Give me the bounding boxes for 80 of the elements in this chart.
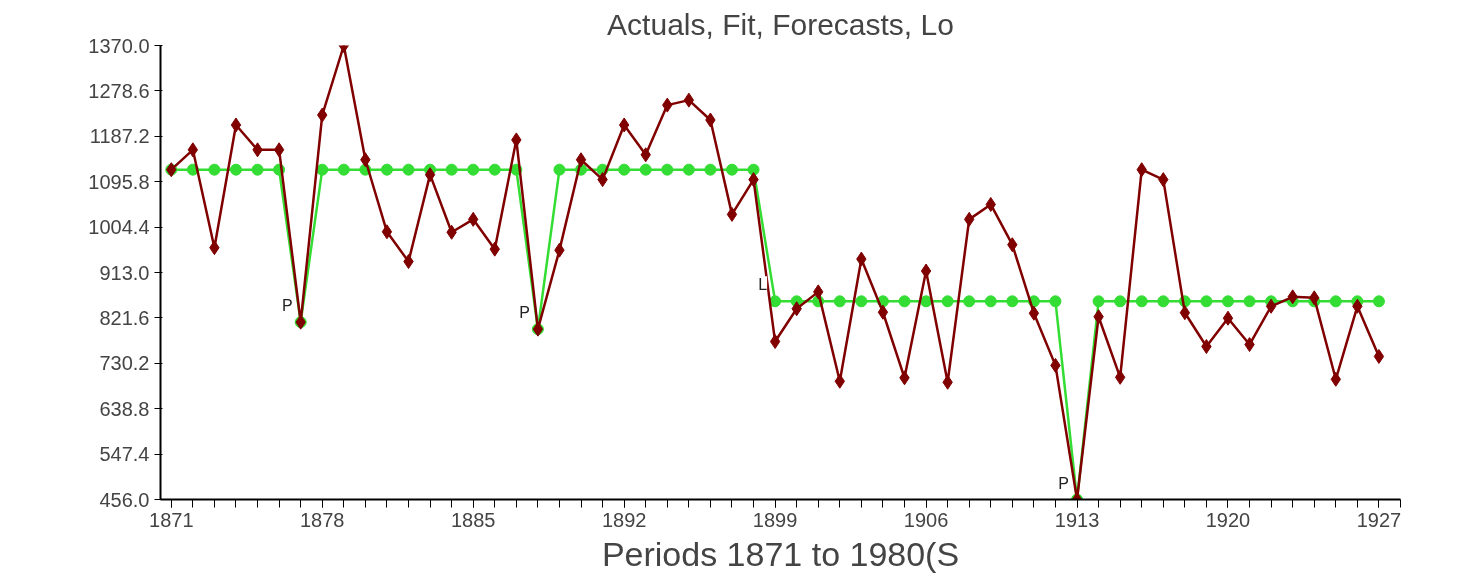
point xyxy=(1373,348,1385,364)
annotation: L xyxy=(758,276,768,294)
y-tick-label: 456.0 xyxy=(99,488,150,511)
point xyxy=(833,295,846,308)
point xyxy=(683,92,695,108)
point xyxy=(445,163,458,176)
point xyxy=(769,295,782,308)
point xyxy=(1179,305,1191,321)
point xyxy=(208,163,221,176)
point xyxy=(1222,310,1234,326)
point xyxy=(316,163,329,176)
y-tick-label: 913.0 xyxy=(99,261,150,284)
point xyxy=(639,163,652,176)
point xyxy=(467,163,480,176)
point xyxy=(1265,298,1277,314)
y-tick-label: 547.4 xyxy=(99,443,150,466)
point xyxy=(747,163,760,176)
x-tick-label: 1920 xyxy=(1205,508,1251,531)
point xyxy=(553,163,566,176)
point xyxy=(251,163,264,176)
point xyxy=(920,263,932,279)
x-tick-label: 1927 xyxy=(1356,508,1402,531)
point xyxy=(682,163,695,176)
x-tick-label: 1878 xyxy=(299,508,345,531)
point xyxy=(1200,295,1213,308)
point xyxy=(380,163,393,176)
point xyxy=(618,163,631,176)
point xyxy=(704,163,717,176)
point xyxy=(877,304,889,320)
x-tick-label: 1913 xyxy=(1054,508,1100,531)
point xyxy=(1135,295,1148,308)
point xyxy=(1006,295,1019,308)
point xyxy=(1329,295,1342,308)
point xyxy=(963,295,976,308)
point xyxy=(1114,295,1127,308)
point xyxy=(337,163,350,176)
point xyxy=(725,163,738,176)
annotation: P xyxy=(1058,474,1070,492)
point xyxy=(1028,305,1040,321)
point xyxy=(1114,369,1126,385)
point xyxy=(769,334,781,350)
point xyxy=(381,224,393,240)
y-tick-label: 1187.2 xyxy=(89,125,150,148)
x-tick-label: 1906 xyxy=(903,508,949,531)
y-tick-label: 1004.4 xyxy=(88,216,150,239)
y-tick-label: 821.6 xyxy=(99,306,150,329)
point xyxy=(1372,295,1385,308)
point xyxy=(424,167,436,183)
x-tick-label: 1871 xyxy=(149,508,194,531)
point xyxy=(1092,295,1105,308)
point xyxy=(1049,295,1062,308)
point xyxy=(488,163,501,176)
x-tick-label: 1892 xyxy=(601,508,647,531)
point xyxy=(726,206,738,222)
point xyxy=(1243,295,1256,308)
y-tick-label: 730.2 xyxy=(99,352,150,375)
point xyxy=(229,163,242,176)
chart-title: Actuals, Fit, Forecasts, Lo xyxy=(607,7,954,41)
y-tick-label: 1370.0 xyxy=(88,34,150,57)
point xyxy=(984,295,997,308)
annotation: P xyxy=(282,297,293,315)
y-tick-label: 1278.6 xyxy=(88,79,150,102)
point xyxy=(273,142,285,158)
point xyxy=(1157,295,1170,308)
point xyxy=(941,295,954,308)
point xyxy=(618,117,630,133)
x-tick-label: 1899 xyxy=(752,508,798,531)
point xyxy=(187,142,199,158)
point xyxy=(661,163,674,176)
point xyxy=(1221,295,1234,308)
point xyxy=(898,295,911,308)
x-axis-title: Periods 1871 to 1980(S xyxy=(601,534,960,573)
y-tick-label: 1095.8 xyxy=(88,170,150,193)
y-tick-label: 638.8 xyxy=(99,397,150,420)
annotation: P xyxy=(519,304,530,322)
x-tick-label: 1885 xyxy=(450,508,496,531)
point xyxy=(230,117,242,133)
point xyxy=(855,295,868,308)
point xyxy=(402,163,415,176)
point xyxy=(575,152,587,168)
